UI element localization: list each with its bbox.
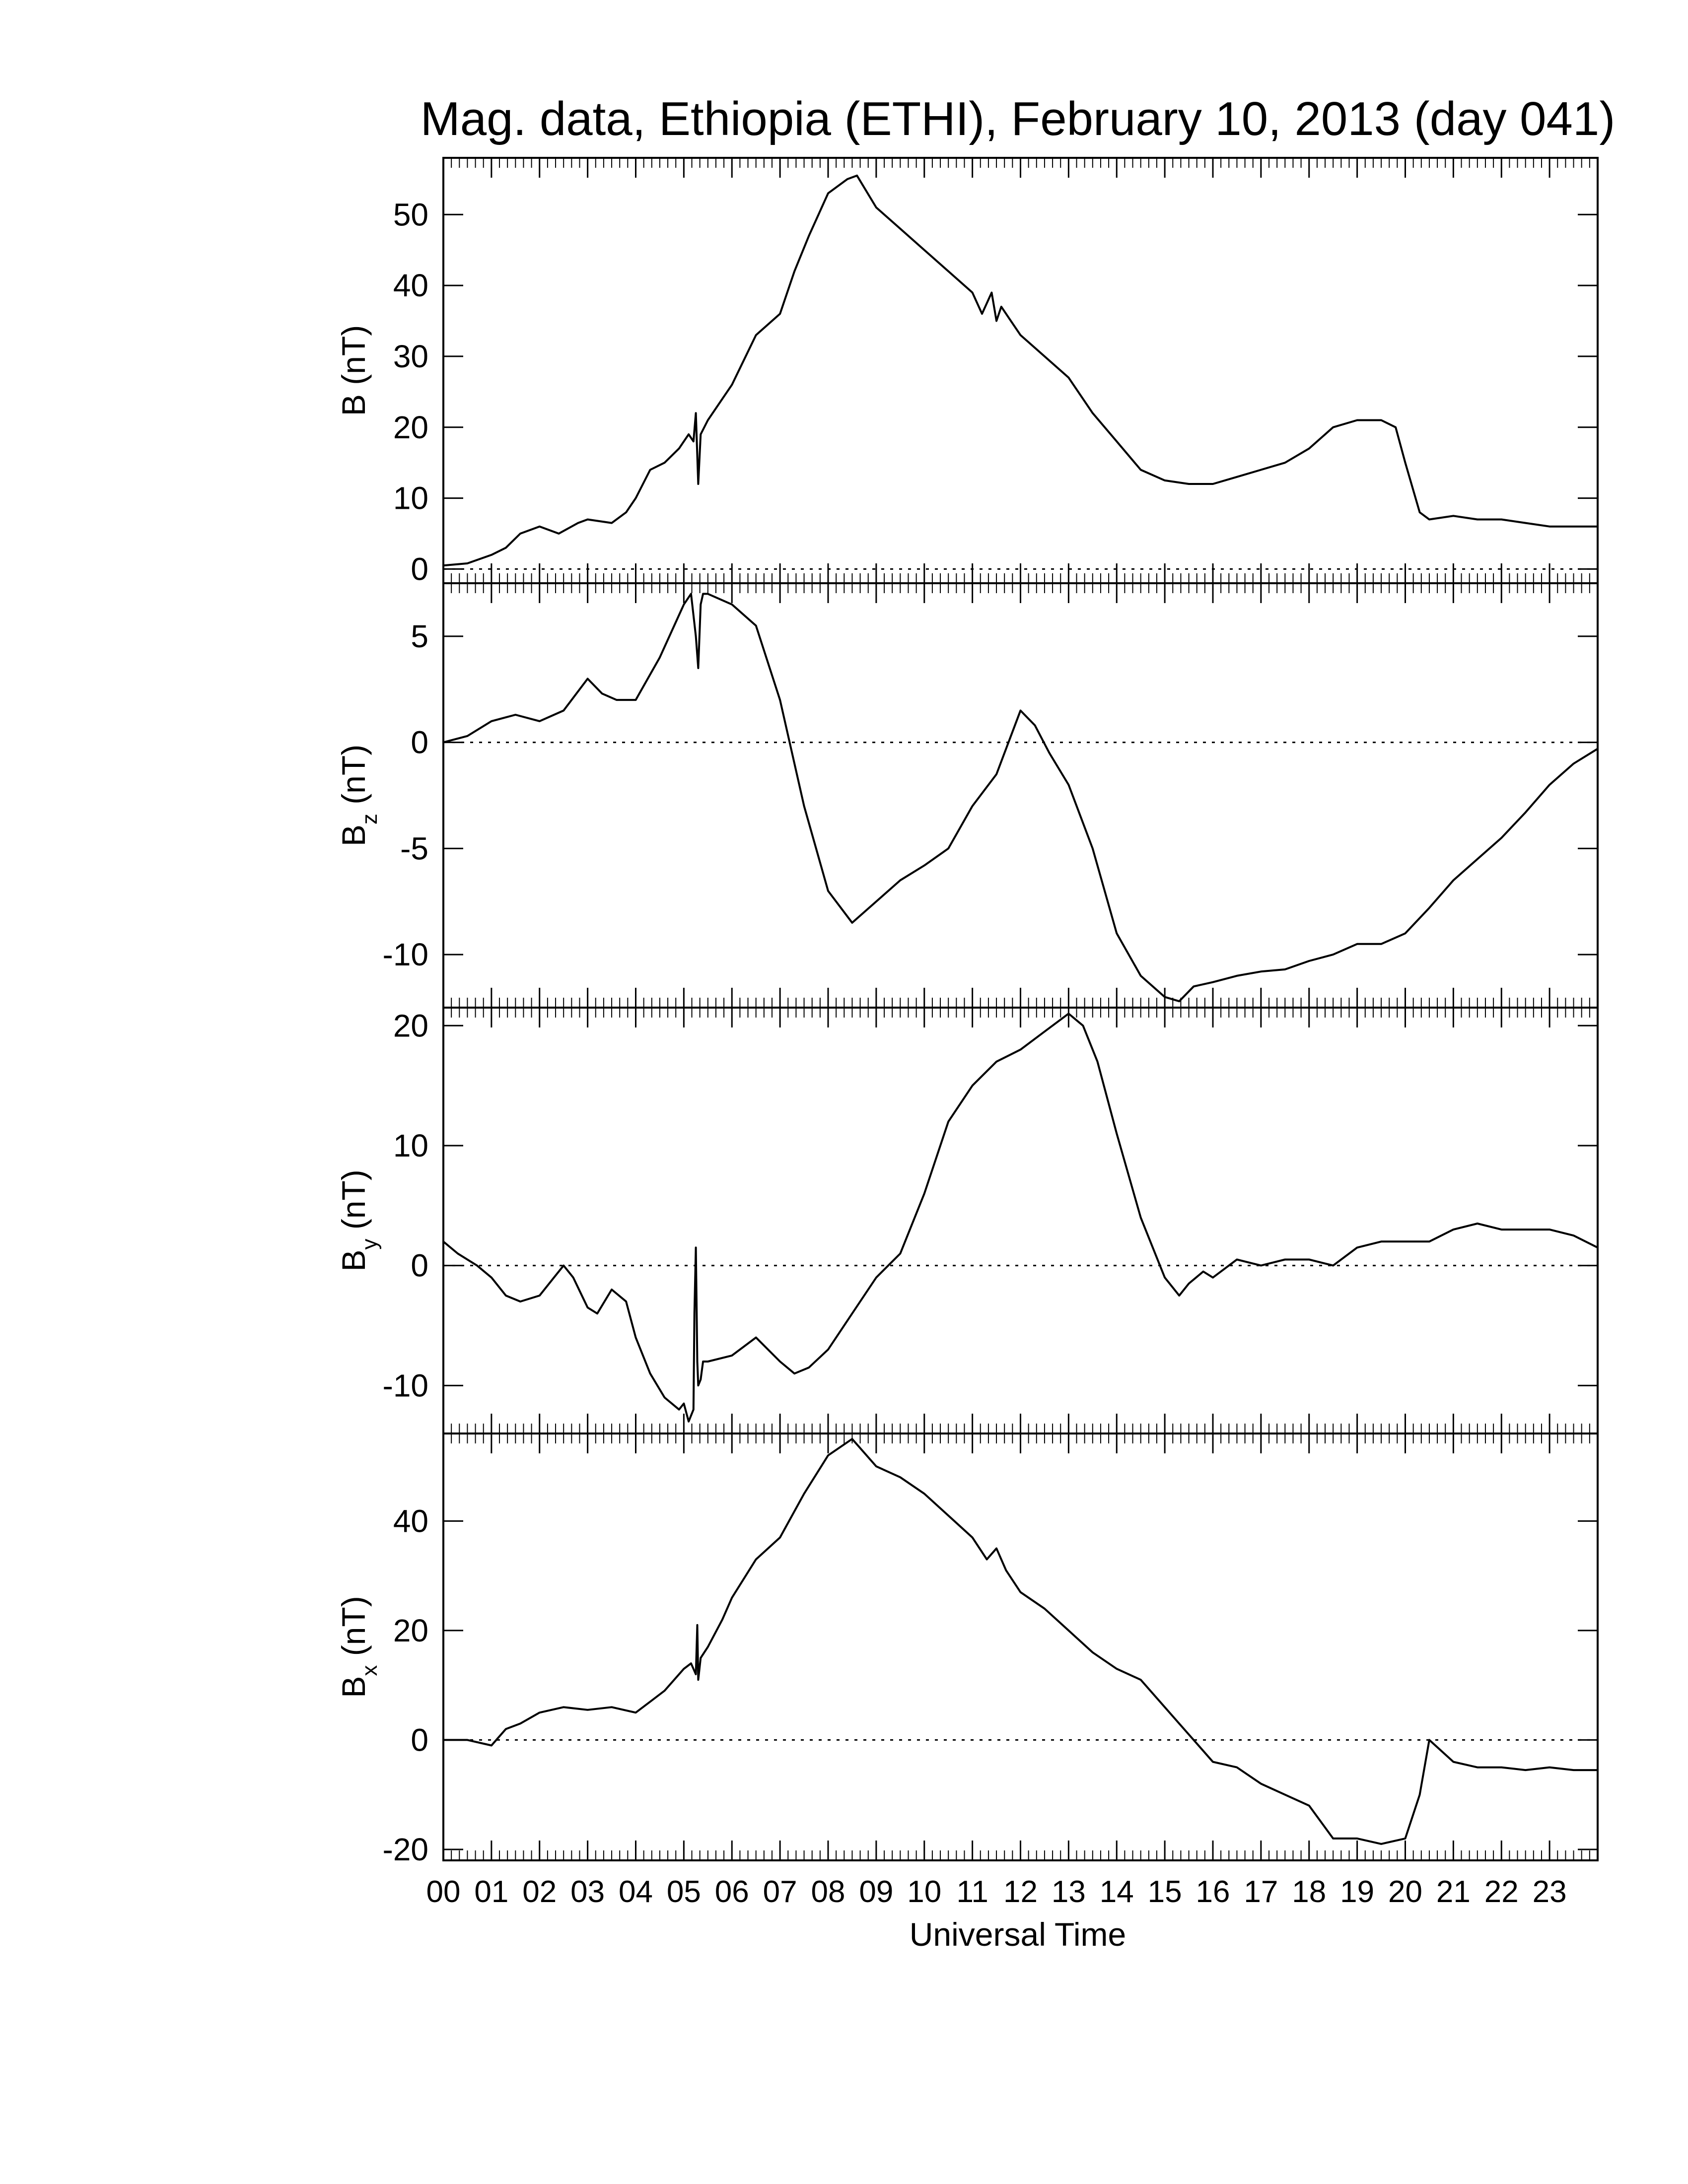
y-label-subscript: y — [357, 1239, 382, 1250]
y-tick-label: 0 — [411, 725, 428, 760]
y-label-main: B — [335, 1250, 372, 1272]
series-line — [443, 1438, 1598, 1845]
x-tick-label: 17 — [1244, 1875, 1278, 1909]
x-tick-label: 05 — [667, 1875, 701, 1909]
plot-frame — [442, 1433, 1599, 1861]
panel-2: -10 -5 0 5 Bz (nT) — [335, 582, 1599, 1009]
x-tick-label: 16 — [1196, 1875, 1230, 1909]
x-axis-label: Universal Time — [910, 1916, 1126, 1953]
x-tick-label: 14 — [1100, 1875, 1134, 1909]
y-tick-label: 20 — [393, 1613, 428, 1648]
x-tick-label: 19 — [1340, 1875, 1374, 1909]
y-tick-label: -5 — [400, 830, 428, 866]
y-tick-label: 10 — [393, 480, 428, 516]
y-tick-label: 0 — [411, 551, 428, 587]
y-label-unit: (nT) — [335, 1169, 372, 1238]
y-tick-label: 5 — [411, 618, 428, 654]
figure-title: Mag. data, Ethiopia (ETHI), February 10,… — [421, 92, 1616, 145]
y-label-main: B — [335, 1676, 372, 1698]
y-label-unit: (nT) — [335, 745, 372, 814]
y-tick-label: 30 — [393, 339, 428, 374]
y-tick-label: 0 — [411, 1248, 428, 1284]
y-axis-label: By (nT) — [335, 1169, 382, 1271]
x-tick-label: 13 — [1052, 1875, 1086, 1909]
x-tick-label: 11 — [956, 1875, 988, 1909]
x-tick-label: 03 — [570, 1875, 605, 1909]
x-tick-label: 22 — [1484, 1875, 1519, 1909]
x-tick-label: 01 — [474, 1875, 508, 1909]
y-label-main: B — [335, 824, 372, 846]
x-tick-label: 20 — [1388, 1875, 1422, 1909]
x-tick-label: 21 — [1436, 1875, 1471, 1909]
y-tick-label: 0 — [411, 1722, 428, 1758]
y-tick-label: -10 — [383, 1367, 429, 1403]
y-tick-label: 40 — [393, 1503, 428, 1539]
panel-3: -10 0 10 20 By (nT) — [335, 1007, 1599, 1434]
y-label-subscript: z — [357, 814, 382, 824]
x-tick-label: 12 — [1003, 1875, 1038, 1909]
x-tick-label: 06 — [715, 1875, 749, 1909]
x-tick-label: 10 — [907, 1875, 941, 1909]
series-line — [443, 593, 1599, 1003]
panel-1: 0 10 20 30 40 50 B (nT) — [335, 157, 1599, 587]
y-tick-label: 20 — [393, 1008, 428, 1043]
series-line — [442, 1013, 1598, 1423]
y-tick-label: -20 — [383, 1832, 429, 1867]
x-tick-label: 02 — [522, 1875, 557, 1909]
y-axis-label: Bx (nT) — [335, 1596, 382, 1698]
y-tick-label: 20 — [393, 410, 428, 445]
x-tick-label: 04 — [619, 1875, 653, 1909]
x-tick-label: 08 — [811, 1875, 845, 1909]
x-tick-label: 07 — [763, 1875, 797, 1909]
y-axis-label: Bz (nT) — [335, 745, 382, 846]
y-tick-label: -10 — [383, 937, 429, 972]
series-line — [443, 174, 1598, 567]
y-tick-label: 50 — [393, 197, 428, 232]
x-tick-label: 09 — [859, 1875, 893, 1909]
x-tick-label: 15 — [1148, 1875, 1182, 1909]
y-label-unit: (nT) — [335, 1596, 372, 1665]
panel-4: -20 0 20 40 Bx (nT) — [335, 1433, 1599, 1867]
y-tick-label: 10 — [393, 1128, 428, 1163]
x-tick-label: 00 — [426, 1875, 461, 1909]
y-tick-label: 40 — [393, 268, 428, 303]
y-label-subscript: x — [357, 1665, 382, 1676]
x-tick-label: 23 — [1533, 1875, 1567, 1909]
y-label-unit: (nT) — [335, 325, 372, 394]
y-label-main: B — [335, 394, 372, 416]
y-axis-label: B (nT) — [335, 325, 372, 416]
x-tick-label: 18 — [1292, 1875, 1326, 1909]
